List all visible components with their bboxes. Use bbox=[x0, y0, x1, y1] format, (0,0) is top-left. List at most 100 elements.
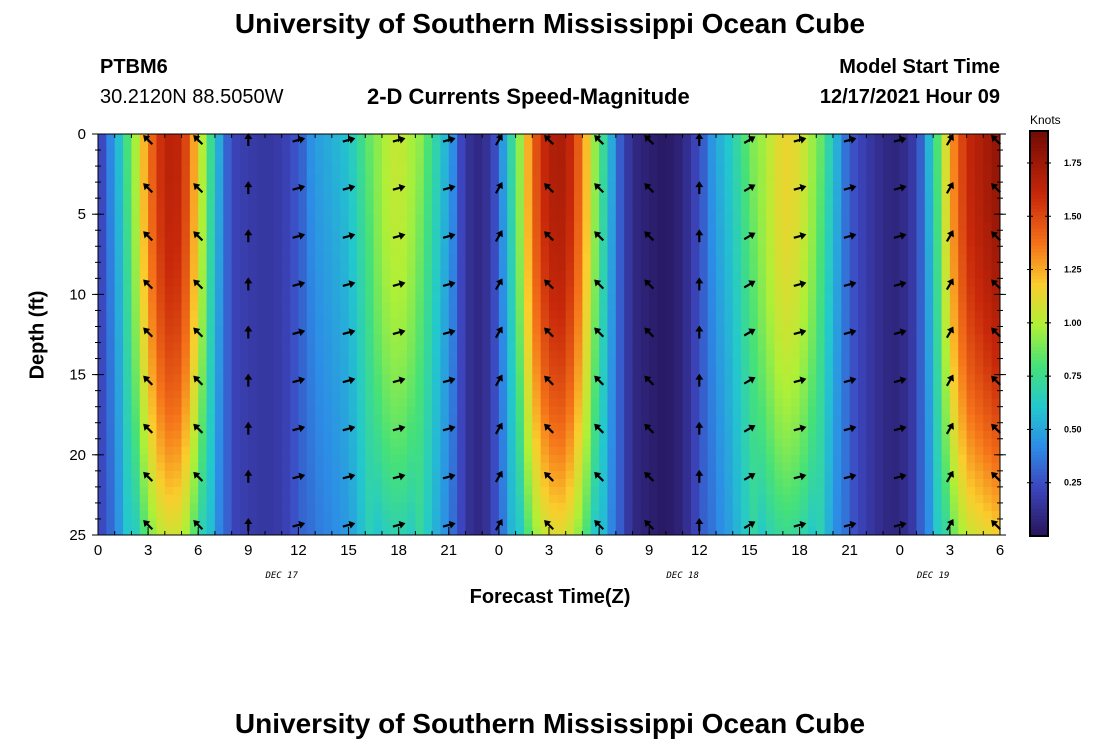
heatmap-cell bbox=[507, 406, 517, 416]
heatmap-cell bbox=[348, 462, 358, 472]
heatmap-cell bbox=[640, 158, 650, 167]
heatmap-cell bbox=[557, 318, 567, 328]
heatmap-cell bbox=[248, 366, 258, 376]
heatmap-cell bbox=[156, 190, 166, 199]
heatmap-cell bbox=[206, 406, 216, 416]
heatmap-cell bbox=[415, 366, 425, 376]
heatmap-cell bbox=[381, 222, 391, 231]
heatmap-cell bbox=[139, 206, 149, 215]
heatmap-cell bbox=[640, 406, 650, 416]
heatmap-cell bbox=[231, 366, 241, 376]
heatmap-cell bbox=[841, 230, 851, 239]
heatmap-cell bbox=[98, 510, 107, 520]
heatmap-cell bbox=[724, 374, 734, 384]
heatmap-cell bbox=[231, 142, 241, 151]
heatmap-cell bbox=[365, 462, 375, 472]
heatmap-cell bbox=[148, 422, 158, 432]
heatmap-cell bbox=[498, 278, 508, 287]
heatmap-cell bbox=[582, 478, 592, 488]
heatmap-cell bbox=[106, 478, 116, 488]
heatmap-cell bbox=[574, 238, 584, 247]
heatmap-cell bbox=[515, 238, 525, 247]
heatmap-cell bbox=[515, 206, 525, 215]
heatmap-cell bbox=[908, 446, 918, 456]
heatmap-cell bbox=[440, 158, 450, 167]
heatmap-cell bbox=[916, 470, 926, 480]
heatmap-cell bbox=[532, 446, 542, 456]
heatmap-cell bbox=[565, 158, 575, 167]
heatmap-cell bbox=[407, 182, 416, 191]
heatmap-cell bbox=[473, 502, 483, 512]
heatmap-cell bbox=[799, 358, 809, 368]
heatmap-cell bbox=[106, 358, 116, 368]
heatmap-cell bbox=[482, 398, 492, 408]
heatmap-cell bbox=[340, 158, 350, 167]
heatmap-cell bbox=[832, 342, 842, 352]
heatmap-cell bbox=[799, 462, 809, 472]
heatmap-cell bbox=[724, 174, 734, 183]
heatmap-cell bbox=[732, 462, 742, 472]
heatmap-cell bbox=[924, 142, 934, 151]
heatmap-cell bbox=[540, 438, 550, 448]
heatmap-cell bbox=[365, 382, 375, 392]
heatmap-cell bbox=[482, 486, 492, 496]
heatmap-cell bbox=[532, 214, 542, 223]
heatmap-cell bbox=[899, 142, 909, 151]
heatmap-cell bbox=[816, 206, 826, 215]
heatmap-cell bbox=[682, 198, 692, 207]
heatmap-cell bbox=[899, 350, 909, 360]
heatmap-cell bbox=[665, 470, 675, 480]
heatmap-cell bbox=[640, 502, 650, 512]
heatmap-cell bbox=[448, 438, 458, 448]
heatmap-cell bbox=[632, 166, 642, 175]
heatmap-cell bbox=[582, 278, 592, 287]
heatmap-cell bbox=[423, 518, 433, 528]
heatmap-cell bbox=[699, 318, 709, 328]
heatmap-cell bbox=[407, 222, 416, 231]
heatmap-cell bbox=[724, 502, 734, 512]
heatmap-cell bbox=[557, 222, 567, 231]
heatmap-cell bbox=[106, 342, 116, 352]
heatmap-cell bbox=[273, 358, 283, 368]
heatmap-cell bbox=[156, 270, 166, 279]
heatmap-cell bbox=[490, 334, 500, 344]
heatmap-cell bbox=[106, 262, 116, 271]
heatmap-cell bbox=[457, 214, 467, 223]
heatmap-cell bbox=[841, 414, 851, 424]
heatmap-cell bbox=[799, 294, 809, 304]
heatmap-cell bbox=[189, 166, 199, 175]
heatmap-cell bbox=[373, 422, 383, 432]
heatmap-cell bbox=[98, 302, 107, 312]
heatmap-cell bbox=[540, 262, 550, 271]
heatmap-cell bbox=[624, 262, 634, 271]
heatmap-cell bbox=[549, 526, 558, 535]
heatmap-cell bbox=[891, 286, 901, 295]
heatmap-cell bbox=[498, 470, 508, 480]
heatmap-cell bbox=[473, 142, 483, 151]
heatmap-cell bbox=[590, 190, 600, 199]
heatmap-cell bbox=[381, 158, 391, 167]
heatmap-cell bbox=[899, 438, 909, 448]
heatmap-cell bbox=[198, 294, 208, 304]
heatmap-cell bbox=[799, 262, 809, 271]
heatmap-cell bbox=[640, 318, 650, 328]
heatmap-cell bbox=[139, 494, 149, 504]
heatmap-cell bbox=[766, 286, 776, 295]
heatmap-cell bbox=[123, 238, 133, 247]
heatmap-cell bbox=[690, 182, 700, 191]
heatmap-cell bbox=[540, 302, 550, 312]
heatmap-cell bbox=[373, 286, 383, 295]
heatmap-cell bbox=[281, 134, 291, 143]
heatmap-cell bbox=[106, 174, 116, 183]
heatmap-cell bbox=[148, 278, 158, 287]
heatmap-cell bbox=[682, 398, 692, 408]
heatmap-cell bbox=[690, 374, 700, 384]
heatmap-cell bbox=[98, 494, 107, 504]
heatmap-cell bbox=[674, 318, 684, 328]
heatmap-cell bbox=[290, 214, 300, 223]
heatmap-cell bbox=[699, 406, 709, 416]
heatmap-cell bbox=[206, 326, 216, 336]
heatmap-cell bbox=[440, 438, 450, 448]
heatmap-cell bbox=[265, 286, 274, 295]
heatmap-cell bbox=[565, 382, 575, 392]
